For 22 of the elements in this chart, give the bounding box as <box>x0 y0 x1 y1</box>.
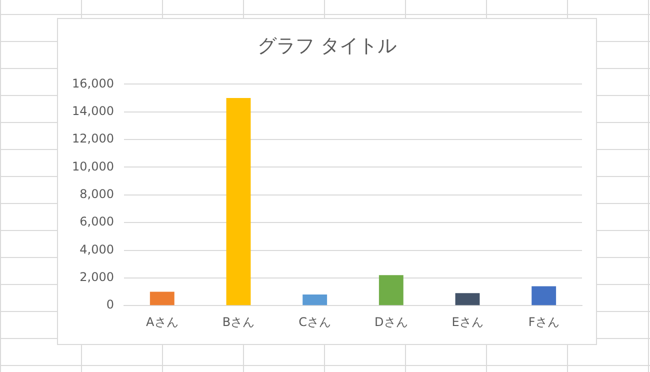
y-tick-label: 10,000 <box>72 159 114 174</box>
y-tick-label: 16,000 <box>72 76 114 90</box>
y-tick-label: 2,000 <box>80 270 114 284</box>
x-tick-label: Dさん <box>374 314 408 329</box>
y-tick-label: 6,000 <box>80 214 114 229</box>
bar <box>455 293 480 306</box>
x-tick-label: Cさん <box>298 314 332 329</box>
y-tick-label: 8,000 <box>80 187 114 202</box>
x-tick-label: Eさん <box>452 314 484 329</box>
y-tick-label: 14,000 <box>72 104 114 118</box>
x-tick-label: Bさん <box>222 314 255 329</box>
x-tick-label: Aさん <box>146 314 178 329</box>
y-tick-label: 12,000 <box>72 132 114 146</box>
bar <box>226 98 251 306</box>
bar <box>150 292 174 306</box>
y-tick-label: 4,000 <box>80 242 114 256</box>
x-tick-label: Fさん <box>528 314 560 329</box>
chart-title: グラフ タイトル <box>256 34 398 59</box>
y-tick-label: 0 <box>106 298 114 312</box>
bar <box>532 286 556 306</box>
bar <box>378 275 404 306</box>
bar <box>302 294 328 306</box>
